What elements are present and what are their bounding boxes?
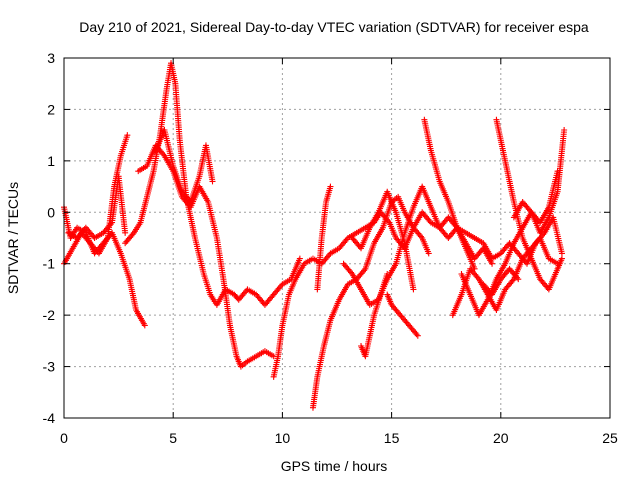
plot-frame <box>63 57 611 419</box>
y-tick-label: 0 <box>47 204 55 220</box>
data-point <box>414 332 421 339</box>
y-tick-label: 1 <box>47 153 55 169</box>
x-tick-label: 20 <box>493 430 509 446</box>
data-point <box>124 132 131 139</box>
x-axis-label: GPS time / hours <box>281 458 388 474</box>
y-tick-label: -1 <box>43 256 56 272</box>
x-tick-label: 25 <box>602 430 618 446</box>
data-point <box>515 276 522 283</box>
x-tick-label: 0 <box>60 430 68 446</box>
data-points <box>61 60 568 411</box>
data-point <box>122 229 129 236</box>
y-tick-label: 2 <box>47 101 55 117</box>
y-tick-label: -3 <box>43 359 56 375</box>
x-tick-label: 5 <box>169 430 177 446</box>
y-axis-label: SDTVAR / TECUs <box>5 182 21 294</box>
chart-title: Day 210 of 2021, Sidereal Day-to-day VTE… <box>79 19 589 35</box>
x-tick-label: 15 <box>384 430 400 446</box>
data-point <box>384 271 391 277</box>
x-tick-label: 10 <box>275 430 291 446</box>
data-point <box>141 322 148 329</box>
data-point <box>410 286 417 293</box>
data-point <box>554 168 561 175</box>
data-point <box>425 250 432 257</box>
data-point <box>209 178 216 185</box>
data-point <box>327 183 334 190</box>
y-tick-label: 3 <box>47 50 55 66</box>
x-tick-labels: 0 5 10 15 20 25 <box>60 430 618 446</box>
data-point <box>296 255 303 262</box>
data-point <box>558 250 565 257</box>
axis-ticks <box>63 57 611 419</box>
data-point <box>561 127 568 133</box>
y-tick-label: -4 <box>43 410 56 426</box>
data-point <box>558 255 565 262</box>
data-point <box>489 260 496 267</box>
y-tick-labels: 3 2 1 0 -1 -2 -3 -4 <box>43 50 56 426</box>
y-tick-label: -2 <box>43 307 56 323</box>
